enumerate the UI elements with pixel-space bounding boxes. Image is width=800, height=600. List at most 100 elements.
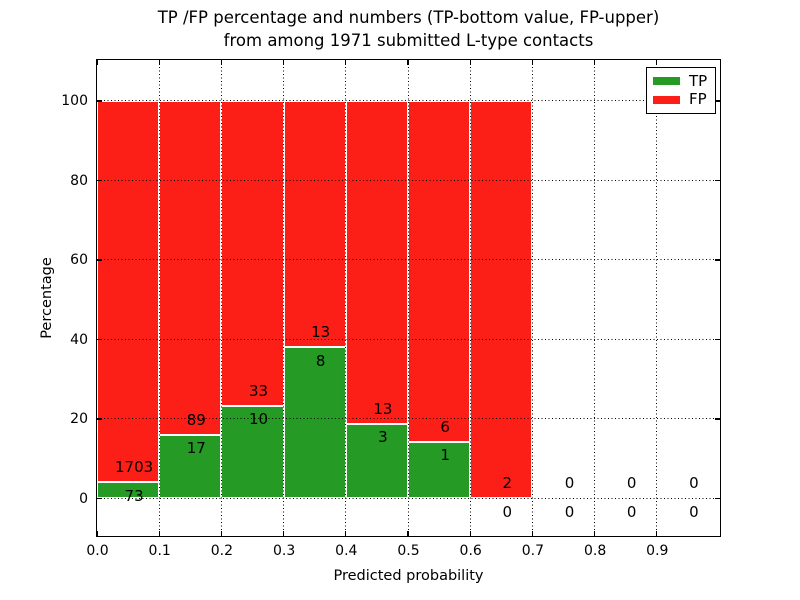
gridline-vertical xyxy=(407,60,409,536)
y-tick-mark xyxy=(715,259,720,261)
fp-count-label: 0 xyxy=(626,474,637,493)
x-tick-mark xyxy=(531,60,533,65)
y-tick-mark xyxy=(715,497,720,500)
gridline-vertical xyxy=(283,60,285,536)
chart-title-line1: TP /FP percentage and numbers (TP-bottom… xyxy=(157,8,660,27)
x-tick-mark xyxy=(656,60,658,65)
tp-bar xyxy=(345,423,408,499)
legend-fp-swatch xyxy=(653,95,680,104)
x-tick-label: 0.0 xyxy=(86,543,109,559)
x-tick-mark xyxy=(407,531,409,536)
gridline-horizontal xyxy=(97,418,720,420)
gridline-vertical xyxy=(158,60,160,536)
x-tick-label: 0.9 xyxy=(646,543,669,559)
y-tick-mark xyxy=(715,179,720,182)
fp-bar xyxy=(345,100,408,424)
gridline-horizontal xyxy=(97,497,720,499)
fp-count-label: 2 xyxy=(502,474,513,493)
tp-bar xyxy=(283,346,346,499)
y-tick-label: 40 xyxy=(70,331,88,348)
fp-bar xyxy=(408,100,471,442)
x-tick-mark xyxy=(158,531,160,536)
fp-count-label: 6 xyxy=(440,417,450,436)
gridline-vertical xyxy=(531,60,533,536)
tp-count-label: 0 xyxy=(689,502,699,521)
tp-bar xyxy=(408,441,471,499)
y-tick-mark xyxy=(715,100,720,102)
x-tick-mark xyxy=(531,531,533,536)
x-tick-mark xyxy=(407,60,409,65)
fp-bar xyxy=(97,100,160,483)
y-tick-label: 80 xyxy=(70,172,88,189)
tp-bar xyxy=(159,434,222,499)
chart-title-line2: from among 1971 submitted L-type contact… xyxy=(223,31,594,50)
x-tick-label: 0.1 xyxy=(148,543,171,559)
x-tick-mark xyxy=(345,531,347,536)
fp-bar xyxy=(283,100,346,347)
fp-bar xyxy=(221,100,284,406)
y-tick-mark xyxy=(97,100,102,102)
tp-count-label: 17 xyxy=(186,439,206,458)
x-tick-mark xyxy=(469,60,471,65)
y-tick-mark xyxy=(97,418,102,420)
y-tick-label: 0 xyxy=(79,490,88,507)
fp-bar xyxy=(470,100,533,499)
y-axis-label: Percentage xyxy=(39,257,55,339)
tp-bar xyxy=(97,482,160,499)
y-tick-mark xyxy=(97,259,102,261)
x-tick-label: 0.2 xyxy=(210,543,234,559)
plot-area: 1703 73 89 17 33 10 13 8 13 3 6 1 2 0 0 0 0 0 0 0 xyxy=(96,59,721,537)
tp-bar xyxy=(221,405,284,499)
legend-row-tp: TP xyxy=(653,73,709,89)
x-axis-label: Predicted probability xyxy=(333,568,484,584)
x-tick-label: 0.5 xyxy=(397,543,420,559)
x-tick-label: 0.4 xyxy=(335,543,358,559)
tp-count-label: 0 xyxy=(502,502,513,521)
x-tick-mark xyxy=(220,531,222,536)
tp-count-label: 8 xyxy=(315,351,326,370)
gridline-vertical xyxy=(220,60,222,536)
tp-count-label: 10 xyxy=(248,410,269,429)
gridline-vertical xyxy=(594,60,596,536)
tp-count-label: 0 xyxy=(626,502,637,521)
x-tick-mark xyxy=(96,531,98,536)
y-tick-mark xyxy=(715,338,720,341)
x-tick-label: 0.3 xyxy=(272,543,296,559)
y-tick-label: 20 xyxy=(70,411,88,428)
fp-count-label: 13 xyxy=(373,399,393,418)
x-tick-mark xyxy=(594,60,596,65)
gridline-horizontal xyxy=(97,100,720,102)
x-tick-mark xyxy=(283,60,285,65)
fp-count-label: 33 xyxy=(248,381,269,400)
gridline-horizontal xyxy=(97,179,720,181)
legend: TP FP xyxy=(646,67,716,114)
x-tick-mark xyxy=(345,60,347,65)
fp-count-label: 0 xyxy=(689,474,699,493)
y-tick-label: 60 xyxy=(70,252,88,269)
x-tick-mark xyxy=(283,531,285,536)
y-tick-label: 100 xyxy=(61,93,88,110)
legend-row-fp: FP xyxy=(653,92,709,107)
tp-count-label: 1 xyxy=(440,446,450,465)
tp-count-label: 73 xyxy=(124,486,144,505)
y-tick-mark xyxy=(97,497,102,500)
gridline-horizontal xyxy=(97,338,720,340)
y-tick-mark xyxy=(97,338,102,341)
x-tick-mark xyxy=(220,60,222,65)
x-tick-mark xyxy=(158,60,160,65)
fp-bar xyxy=(159,100,222,435)
tp-count-label: 3 xyxy=(378,428,388,447)
x-tick-label: 0.6 xyxy=(459,543,482,559)
gridline-vertical xyxy=(345,60,347,536)
fp-count-label: 89 xyxy=(186,410,206,429)
tp-count-label: 0 xyxy=(564,502,575,521)
fp-count-label: 13 xyxy=(311,322,331,341)
x-tick-label: 0.8 xyxy=(583,543,607,559)
x-tick-mark xyxy=(96,60,98,65)
fp-count-label: 1703 xyxy=(115,457,154,476)
gridline-vertical xyxy=(469,60,471,536)
x-tick-mark xyxy=(469,531,471,536)
x-tick-mark xyxy=(594,531,596,536)
fp-count-label: 0 xyxy=(564,474,575,493)
